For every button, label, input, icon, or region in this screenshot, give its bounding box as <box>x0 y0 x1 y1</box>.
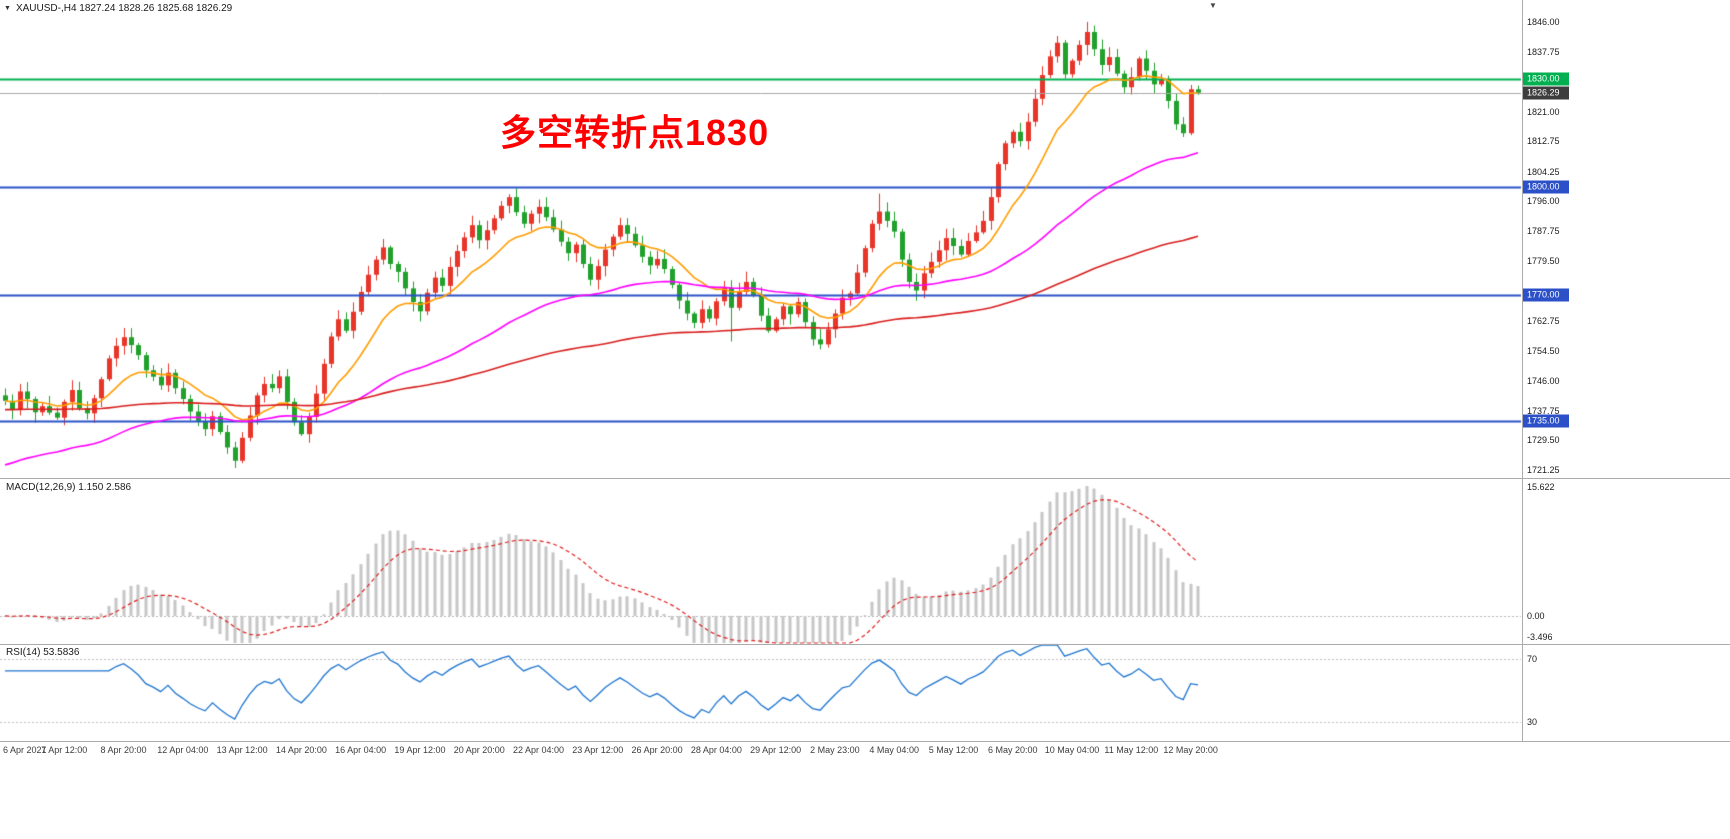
y-axis-tick: 1762.75 <box>1527 315 1560 326</box>
y-axis-tick: 1837.75 <box>1527 46 1560 57</box>
x-axis-label: 4 May 04:00 <box>869 745 919 755</box>
x-axis-label: 26 Apr 20:00 <box>631 745 683 755</box>
price-level-badge[interactable]: 1735.00 <box>1523 414 1569 428</box>
x-axis-label: 12 Apr 04:00 <box>157 745 209 755</box>
x-axis-label: 14 Apr 20:00 <box>275 745 327 755</box>
x-axis-label: 23 Apr 12:00 <box>572 745 624 755</box>
rsi-axis-tick: 30 <box>1527 716 1538 727</box>
y-axis-tick: 1754.50 <box>1527 345 1560 356</box>
y-axis-tick: 1821.00 <box>1527 106 1560 117</box>
x-axis-label: 22 Apr 04:00 <box>512 745 565 755</box>
y-axis-tick: 1846.00 <box>1527 16 1560 27</box>
rsi-indicator-label: RSI(14) 53.5836 <box>6 647 80 658</box>
symbol-ohlc-text: XAUUSD-,H4 1827.24 1828.26 1825.68 1826.… <box>15 3 233 14</box>
y-axis-tick: 1804.25 <box>1527 166 1560 177</box>
chart-shift-marker-icon[interactable]: ▼ <box>1209 1 1217 10</box>
panel-separator[interactable] <box>0 741 1730 742</box>
y-axis-tick: 1746.00 <box>1527 376 1560 387</box>
macd-indicator-label: MACD(12,26,9) 1.150 2.586 <box>6 482 132 493</box>
macd-axis-tick: 0.00 <box>1527 610 1545 621</box>
x-axis-label: 28 Apr 04:00 <box>690 745 742 755</box>
x-axis-label: 29 Apr 12:00 <box>750 745 802 755</box>
price-level-badge[interactable]: 1830.00 <box>1523 72 1569 86</box>
y-axis-tick: 1779.50 <box>1527 255 1560 266</box>
chart-menu-icon[interactable]: ▼ <box>4 4 11 12</box>
y-axis-tick: 1812.75 <box>1527 136 1560 147</box>
x-axis-label: 12 May 20:00 <box>1163 745 1218 755</box>
y-axis-tick: 1729.50 <box>1527 435 1560 446</box>
y-axis-tick: 1787.75 <box>1527 226 1560 237</box>
current-price-badge: 1826.29 <box>1523 86 1569 100</box>
price-axis-separator <box>1522 0 1523 741</box>
chart-canvas[interactable] <box>0 0 1730 765</box>
symbol-title: ▼ XAUUSD-,H4 1827.24 1828.26 1825.68 182… <box>4 3 232 14</box>
x-axis-label: 11 May 12:00 <box>1104 745 1159 755</box>
x-axis-label: 6 May 20:00 <box>987 745 1038 755</box>
x-axis-label: 5 May 12:00 <box>928 745 979 755</box>
y-axis-tick: 1737.75 <box>1527 405 1560 416</box>
y-axis-tick: 1796.00 <box>1527 196 1560 207</box>
x-axis-label: 6 Apr 2021 <box>3 745 47 755</box>
x-axis-label: 13 Apr 12:00 <box>216 745 268 755</box>
macd-axis-tick: 15.622 <box>1527 482 1555 493</box>
x-axis-label: 16 Apr 04:00 <box>335 745 387 755</box>
x-axis-label: 7 Apr 12:00 <box>41 745 88 755</box>
macd-axis-tick: -3.496 <box>1527 632 1553 642</box>
x-axis-label: 8 Apr 20:00 <box>100 745 147 755</box>
x-axis-label: 10 May 04:00 <box>1044 745 1100 755</box>
rsi-axis-tick: 70 <box>1527 654 1538 664</box>
x-axis-label: 2 May 23:00 <box>810 745 860 755</box>
price-level-badge[interactable]: 1800.00 <box>1523 180 1569 194</box>
price-level-badge[interactable]: 1770.00 <box>1523 288 1569 302</box>
y-axis-tick: 1721.25 <box>1527 464 1560 475</box>
x-axis-label: 19 Apr 12:00 <box>394 745 446 755</box>
panel-separator[interactable] <box>0 478 1730 479</box>
panel-separator[interactable] <box>0 644 1730 645</box>
chart-annotation-text[interactable]: 多空转折点1830 <box>500 112 770 153</box>
x-axis-label: 20 Apr 20:00 <box>453 745 505 755</box>
